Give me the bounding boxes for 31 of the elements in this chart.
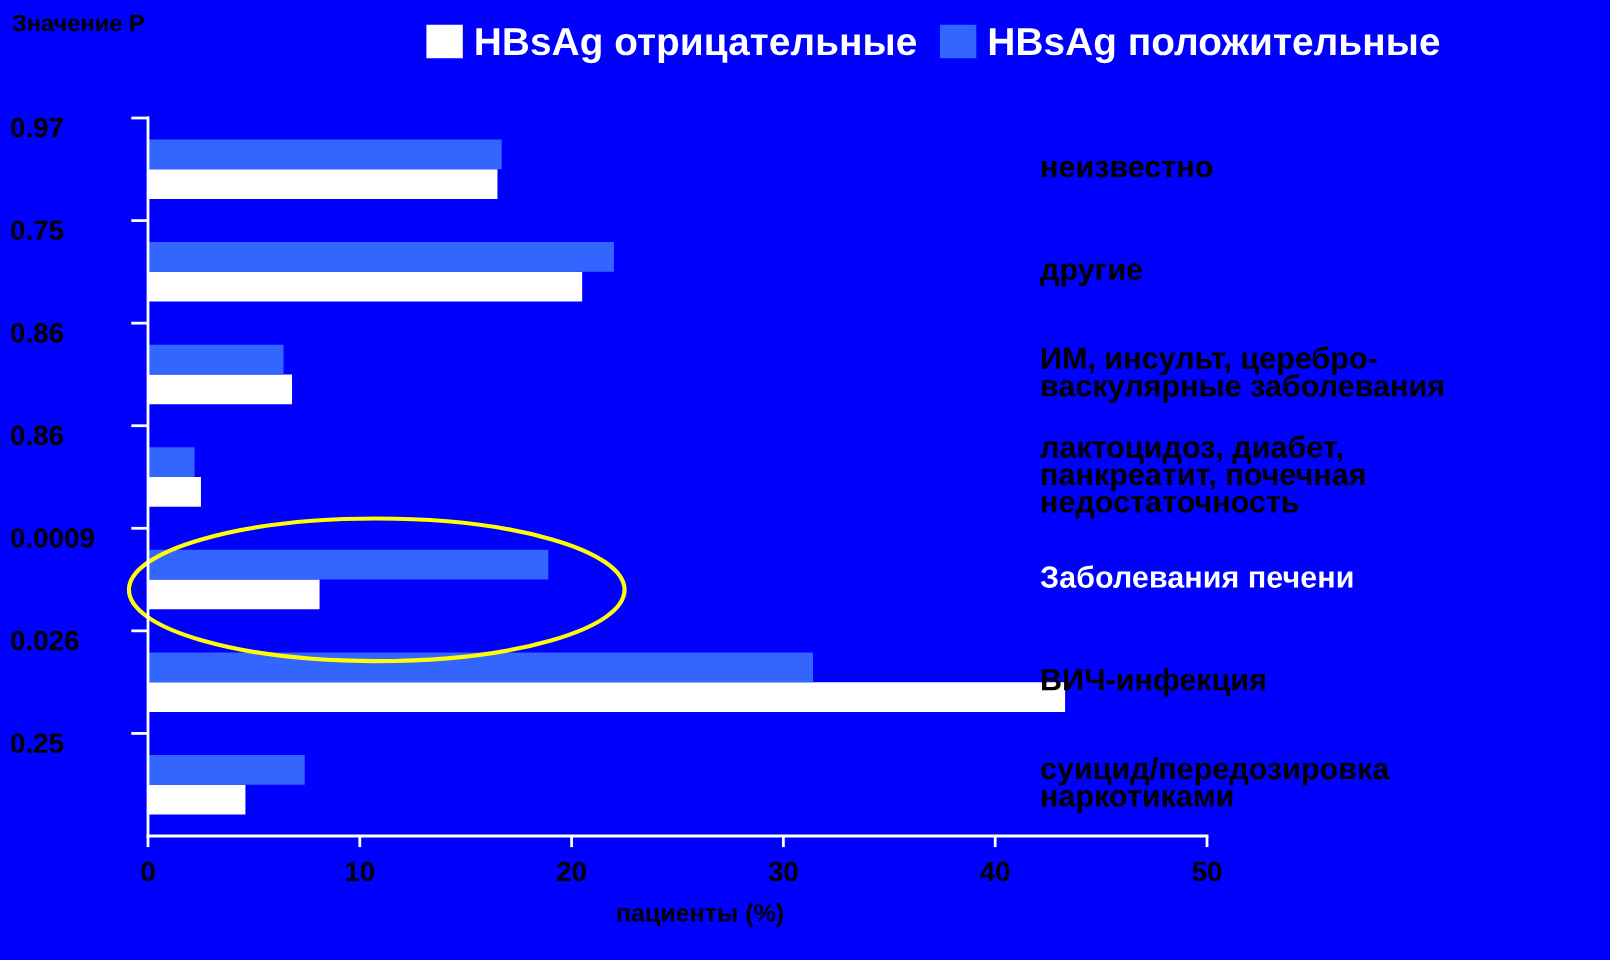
bar xyxy=(148,139,502,170)
text: 0.026 xyxy=(11,630,79,651)
x-tick-label: 20 xyxy=(557,861,586,882)
text: 0.97 xyxy=(11,117,63,138)
y-tick-label: другие xyxy=(1040,263,1143,287)
text: 0.86 xyxy=(11,425,64,446)
bar xyxy=(148,344,284,375)
legend-label: HBsAg отрицательные xyxy=(476,28,916,64)
text: 0.75 xyxy=(11,220,64,241)
x-tick-label: 30 xyxy=(768,861,798,882)
text: 0.25 xyxy=(11,733,64,754)
y-tick-label: неизвестно xyxy=(1042,160,1213,178)
legend-label: HBsAg положительные xyxy=(989,28,1440,64)
x-tick-label: 10 xyxy=(346,861,375,882)
y-tick-label: лактоцидоз, диабет, панкреатит, почечная недостаточность xyxy=(1040,435,1365,519)
y-tick-label: Заболевания печени xyxy=(1040,565,1353,588)
x-tick-label: 50 xyxy=(1192,861,1222,882)
y-axis-title: Значение P xyxy=(12,14,144,32)
bar xyxy=(148,242,614,272)
text: 0.0009 xyxy=(11,528,94,548)
y-tick-label: суицид/передозировка наркотиками xyxy=(1041,756,1390,813)
bar xyxy=(148,447,195,477)
text: 0.86 xyxy=(11,322,64,343)
x-tick-label: 40 xyxy=(980,861,1010,882)
x-axis-title: пациенты (%) xyxy=(617,903,783,927)
y-tick-label: ВИЧ-инфекция xyxy=(1042,668,1265,697)
bar xyxy=(148,754,305,785)
x-tick-label: 0 xyxy=(141,861,155,882)
bar xyxy=(148,652,814,683)
bar xyxy=(148,549,549,580)
y-tick-label: ИМ, инсульт, церебро- васкулярные заболевания xyxy=(1042,346,1443,403)
